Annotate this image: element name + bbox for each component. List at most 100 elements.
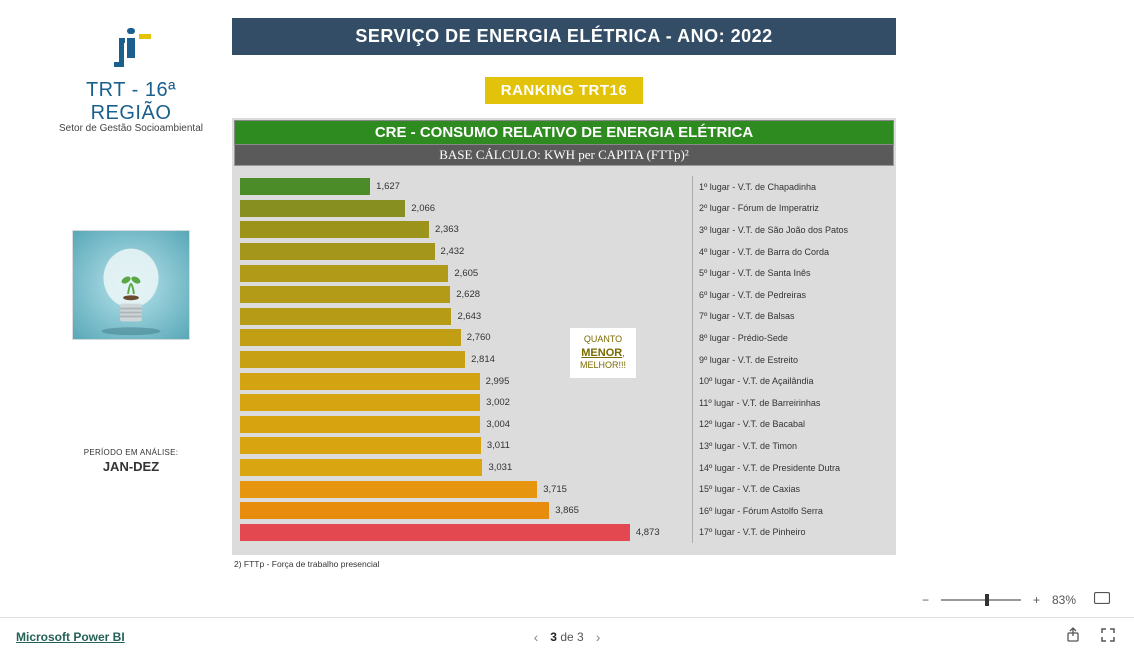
- bar-value-label: 2,432: [441, 246, 465, 257]
- bar-value-label: 2,605: [454, 268, 478, 279]
- chart-panel: CRE - CONSUMO RELATIVO DE ENERGIA ELÉTRI…: [232, 118, 896, 555]
- legend-row: 2º lugar - Fórum de Imperatriz: [699, 198, 894, 220]
- bar: [240, 394, 480, 411]
- bar-row[interactable]: 3,002: [240, 392, 692, 414]
- bar-row[interactable]: 2,363: [240, 219, 692, 241]
- fit-to-page-icon[interactable]: [1094, 592, 1110, 607]
- zoom-percent: 83%: [1052, 593, 1076, 607]
- bar: [240, 200, 405, 217]
- bar-value-label: 2,066: [411, 203, 435, 214]
- legend-row: 5º lugar - V.T. de Santa Inês: [699, 262, 894, 284]
- bar-value-label: 3,004: [486, 419, 510, 430]
- bar-row[interactable]: 3,715: [240, 478, 692, 500]
- legend-row: 14º lugar - V.T. de Presidente Dutra: [699, 457, 894, 479]
- callout-line1: QUANTO: [580, 334, 626, 346]
- bar-row[interactable]: 3,011: [240, 435, 692, 457]
- bar: [240, 437, 481, 454]
- bar: [240, 481, 537, 498]
- bar: [240, 308, 451, 325]
- chart-subtitle: BASE CÁLCULO: KWH per CAPITA (FTTp)²: [234, 145, 894, 166]
- bar: [240, 373, 480, 390]
- fullscreen-icon[interactable]: [1100, 627, 1116, 646]
- page-title-bar: SERVIÇO DE ENERGIA ELÉTRICA - ANO: 2022: [232, 18, 896, 55]
- period-label: PERÍODO EM ANÁLISE:: [46, 448, 216, 457]
- page-indicator: 3 de 3: [550, 630, 583, 644]
- bar: [240, 221, 429, 238]
- powerbi-link[interactable]: Microsoft Power BI: [16, 630, 125, 644]
- bar-row[interactable]: 2,643: [240, 306, 692, 328]
- legend-row: 17º lugar - V.T. de Pinheiro: [699, 522, 894, 544]
- main-column: SERVIÇO DE ENERGIA ELÉTRICA - ANO: 2022 …: [232, 18, 896, 569]
- bar-row[interactable]: 3,865: [240, 500, 692, 522]
- bar-row[interactable]: 3,031: [240, 457, 692, 479]
- zoom-slider-thumb[interactable]: [985, 594, 989, 606]
- logo-title: TRT - 16ª REGIÃO: [46, 79, 216, 125]
- chart-title: CRE - CONSUMO RELATIVO DE ENERGIA ELÉTRI…: [234, 120, 894, 145]
- legend-row: 8º lugar - Prédio-Sede: [699, 327, 894, 349]
- current-page: 3: [550, 630, 557, 644]
- callout-emphasis: MENOR: [581, 347, 622, 359]
- zoom-in-button[interactable]: +: [1029, 593, 1044, 607]
- bar-row[interactable]: 1,627: [240, 176, 692, 198]
- legend-row: 15º lugar - V.T. de Caxias: [699, 478, 894, 500]
- legend-area: 1º lugar - V.T. de Chapadinha2º lugar - …: [692, 176, 894, 543]
- bar: [240, 351, 465, 368]
- legend-row: 11º lugar - V.T. de Barreirinhas: [699, 392, 894, 414]
- toolbar-right-icons: [1066, 627, 1116, 646]
- bar: [240, 286, 450, 303]
- bar: [240, 329, 461, 346]
- zoom-slider[interactable]: [941, 599, 1021, 601]
- bar-row[interactable]: 2,605: [240, 262, 692, 284]
- org-logo: TRT - 16ª REGIÃO Setor de Gestão Socioam…: [46, 28, 216, 134]
- bar-value-label: 3,865: [555, 505, 579, 516]
- page-navigator: ‹ 3 de 3 ›: [534, 629, 601, 645]
- analysis-period: PERÍODO EM ANÁLISE: JAN-DEZ: [46, 448, 216, 474]
- zoom-out-button[interactable]: −: [918, 593, 933, 607]
- legend-row: 13º lugar - V.T. de Timon: [699, 435, 894, 457]
- bar-value-label: 3,011: [487, 440, 510, 451]
- bar-row[interactable]: 3,004: [240, 414, 692, 436]
- logo-subtitle: Setor de Gestão Socioambiental: [46, 123, 216, 134]
- legend-row: 12º lugar - V.T. de Bacabal: [699, 414, 894, 436]
- bar-row[interactable]: 4,873: [240, 522, 692, 544]
- legend-row: 16º lugar - Fórum Astolfo Serra: [699, 500, 894, 522]
- legend-row: 6º lugar - V.T. de Pedreiras: [699, 284, 894, 306]
- legend-row: 1º lugar - V.T. de Chapadinha: [699, 176, 894, 198]
- lightbulb-illustration: [72, 230, 190, 340]
- chart-body: 1,627 2,0662,363 2,432 2,605 2,628 2,643 2,760…: [234, 166, 894, 553]
- bottom-toolbar: Microsoft Power BI ‹ 3 de 3 ›: [0, 617, 1134, 655]
- bar-value-label: 3,031: [488, 462, 512, 473]
- ranking-badge: RANKING TRT16: [485, 77, 644, 104]
- bar-value-label: 2,814: [471, 354, 495, 365]
- bar: [240, 265, 448, 282]
- bar: [240, 502, 549, 519]
- legend-row: 3º lugar - V.T. de São João dos Patos: [699, 219, 894, 241]
- total-pages: 3: [577, 630, 584, 644]
- callout-comma: ,: [622, 348, 625, 358]
- period-value: JAN-DEZ: [46, 459, 216, 474]
- share-icon[interactable]: [1066, 627, 1082, 646]
- bar: [240, 178, 370, 195]
- zoom-controls: − + 83%: [918, 592, 1110, 607]
- bar-value-label: 2,760: [467, 332, 491, 343]
- bar-value-label: 3,002: [486, 397, 510, 408]
- legend-row: 4º lugar - V.T. de Barra do Corda: [699, 241, 894, 263]
- bar-value-label: 2,363: [435, 224, 459, 235]
- bar-value-label: 2,628: [456, 289, 480, 300]
- bar-row[interactable]: 2,628: [240, 284, 692, 306]
- report-canvas: TRT - 16ª REGIÃO Setor de Gestão Socioam…: [0, 0, 1134, 617]
- bar-value-label: 2,643: [457, 311, 481, 322]
- page-separator: de: [560, 630, 573, 644]
- prev-page-button[interactable]: ‹: [534, 629, 539, 645]
- bar-row[interactable]: 2,432: [240, 241, 692, 263]
- left-column: TRT - 16ª REGIÃO Setor de Gestão Socioam…: [46, 28, 224, 474]
- bar-row[interactable]: 2,066: [240, 198, 692, 220]
- legend-row: 9º lugar - V.T. de Estreito: [699, 349, 894, 371]
- ranking-badge-wrap: RANKING TRT16: [232, 77, 896, 104]
- next-page-button[interactable]: ›: [596, 629, 601, 645]
- bar: [240, 416, 480, 433]
- bar-value-label: 3,715: [543, 484, 567, 495]
- bar-value-label: 4,873: [636, 527, 660, 538]
- callout-line2: MENOR,: [580, 346, 626, 360]
- bar: [240, 524, 630, 541]
